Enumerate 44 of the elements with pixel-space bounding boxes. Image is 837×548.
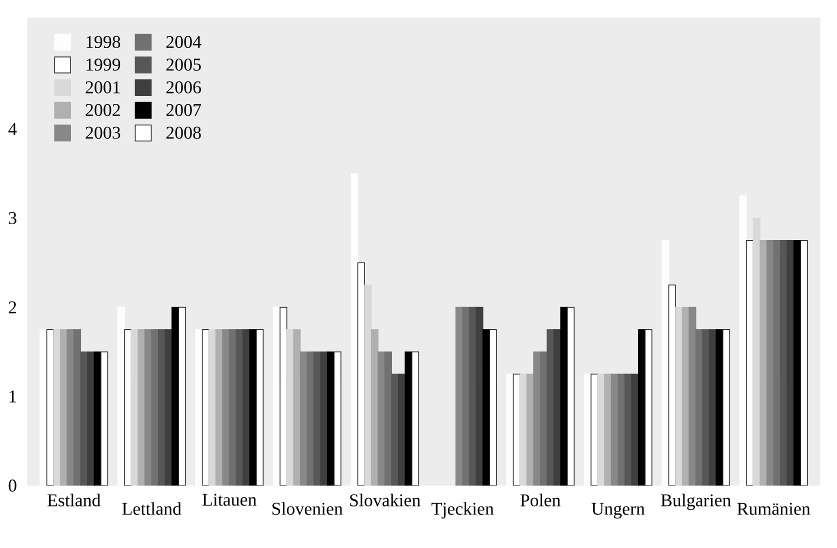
- bar: [722, 329, 730, 486]
- legend-label: 2001: [86, 81, 120, 94]
- bar: [618, 374, 626, 486]
- x-tick-label: Slovenien: [272, 502, 343, 515]
- legend-label: 2005: [166, 58, 201, 71]
- x-tick-label: Rumänien: [737, 502, 810, 515]
- y-tick-label: 1: [10, 390, 16, 402]
- bar: [306, 351, 314, 486]
- bar: [412, 351, 420, 486]
- x-tick-label: Lettland: [122, 502, 182, 515]
- y-tick-label: 4: [8, 123, 17, 135]
- legend-label: 2006: [166, 81, 201, 94]
- bar: [462, 306, 470, 486]
- y-tick-label: 0: [8, 480, 16, 492]
- y-tick-label: 3: [8, 212, 16, 224]
- legend-label: 1998: [86, 36, 120, 48]
- bar: [489, 329, 497, 486]
- bar: [256, 329, 264, 486]
- x-tick-label: Ungern: [592, 502, 645, 519]
- x-tick-label: Estland: [47, 494, 101, 506]
- bar: [644, 329, 652, 486]
- y-tick-label: 2: [8, 301, 16, 314]
- bar: [151, 329, 159, 486]
- legend-label: 2008: [166, 126, 201, 139]
- x-tick-label: Polen: [520, 494, 560, 506]
- bar: [236, 329, 244, 486]
- bar: [702, 329, 710, 486]
- legend-label: 2007: [166, 104, 201, 116]
- legend-label: 1999: [86, 58, 120, 71]
- bar: [546, 329, 554, 486]
- x-tick-label: Litauen: [202, 494, 256, 506]
- bar: [773, 240, 781, 486]
- x-tick-label: Slovakien: [350, 494, 420, 506]
- legend-label: 2002: [86, 104, 120, 116]
- bar: [566, 306, 575, 486]
- x-tick-label: Bulgarien: [660, 494, 731, 510]
- legend-label: 2003: [86, 126, 120, 139]
- x-tick-label: Tjeckien: [432, 502, 494, 518]
- bar: [178, 306, 186, 486]
- bar: [800, 240, 808, 486]
- legend-label: 2004: [166, 36, 202, 48]
- bar: [100, 351, 108, 486]
- bar: [391, 374, 399, 486]
- bar: [334, 351, 342, 486]
